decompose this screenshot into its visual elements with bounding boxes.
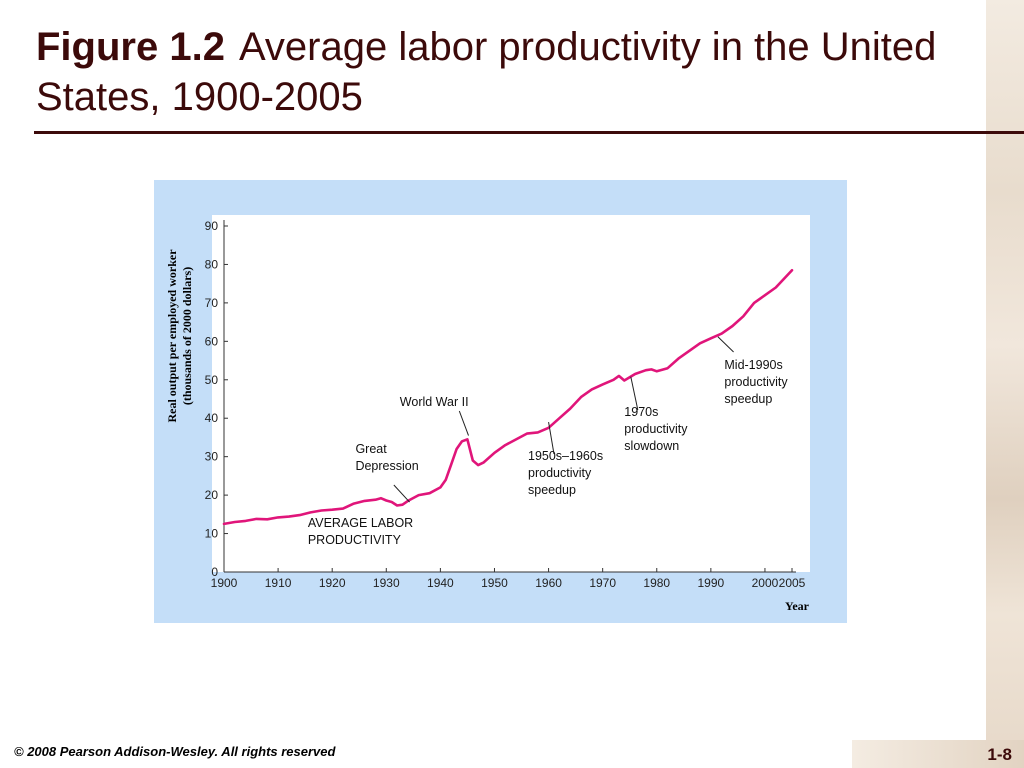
annotation-label: World War II [400,395,469,409]
x-tick-label: 1970 [589,576,616,590]
annotation-leader-line [548,421,555,455]
figure-caption: Average labor productivity in the United… [36,25,937,119]
y-tick-label: 30 [205,450,219,464]
x-tick-label: 2005 [779,576,806,590]
x-tick-label: 1950 [481,576,508,590]
y-tick-label: 50 [205,373,219,387]
y-tick-label: 80 [205,257,219,271]
figure-number: Figure 1.2 [36,25,225,69]
y-tick-label: 70 [205,296,219,310]
plot-area [212,215,810,572]
y-axis-label-line-1: Real output per employed worker [165,249,179,423]
x-tick-label: 1910 [265,576,292,590]
y-tick-label: 60 [205,334,219,348]
y-tick-label: 0 [211,565,218,579]
annotation-label: Mid-1990s productivity speedup [724,358,788,406]
annotation-label: 1970s productivity slowdown [624,405,688,453]
slide-title: Figure 1.2 Average labor productivity in … [36,22,976,122]
x-tick-label: 1940 [427,576,454,590]
y-tick-label: 40 [205,411,219,425]
page-number-box: 1-8 [852,740,1024,768]
series-layer [222,268,794,526]
decorative-side-strip [986,0,1024,768]
annotation-leader-line [630,376,639,411]
x-tick-label: 1920 [319,576,346,590]
x-tick-label: 1990 [698,576,725,590]
page-number: 1-8 [987,745,1012,764]
x-tick-label: 1980 [643,576,670,590]
x-tick-label: 1900 [211,576,238,590]
annotation-label: Great Depression [355,442,418,473]
x-axis-label: Year [785,599,810,613]
series-label: AVERAGE LABOR PRODUCTIVITY [308,516,413,547]
title-divider [34,131,1024,134]
productivity-line-chart: 0 10 20 30 40 50 60 70 80 90 1900 1910 1920 1930 1940 1… [165,215,810,613]
y-tick-label: 20 [205,488,219,502]
annotation-label: 1950s–1960s productivity speedup [528,449,603,497]
axes: 0 10 20 30 40 50 60 70 80 90 1900 1910 1920 1930 1940 1… [205,219,806,590]
x-tick-label: 2000 [752,576,779,590]
y-axis-label-line-2: (thousands of 2000 dollars) [180,267,194,405]
series-line [222,268,794,526]
annotation-leader-line [717,336,734,353]
y-tick-label: 10 [205,527,219,541]
x-tick-label: 1960 [535,576,562,590]
annotation-layer: AVERAGE LABOR PRODUCTIVITY World War II Gre… [308,336,788,547]
x-tick-label: 1930 [373,576,400,590]
annotation-leader-line [458,410,469,436]
y-tick-label: 90 [205,219,219,233]
copyright-footer: © 2008 Pearson Addison-Wesley. All right… [14,744,336,759]
annotation-leader-line [393,484,410,503]
